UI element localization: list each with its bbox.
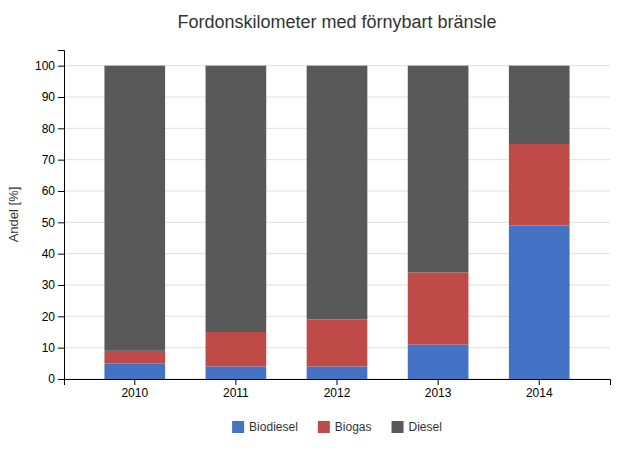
tick: 30 bbox=[42, 278, 64, 292]
tick: 70 bbox=[42, 153, 64, 167]
axis-line bbox=[65, 380, 611, 386]
bar bbox=[509, 66, 570, 144]
axis-line bbox=[58, 51, 65, 380]
x-axis: 2010 2011 2012 2013 2014 bbox=[65, 379, 611, 400]
tick-label: 0 bbox=[48, 372, 55, 386]
legend-item: Biogas bbox=[318, 420, 372, 434]
title: Fordonskilometer med förnybart bränsle bbox=[177, 12, 496, 32]
tick-mark bbox=[539, 379, 540, 385]
bar bbox=[408, 345, 469, 379]
bar bbox=[307, 366, 368, 379]
legend-label: Diesel bbox=[409, 420, 442, 434]
tick: 2011 bbox=[223, 379, 249, 400]
tick: 2013 bbox=[425, 379, 452, 400]
tick-mark bbox=[438, 379, 439, 385]
tick-mark bbox=[58, 191, 64, 192]
tick: 90 bbox=[42, 90, 64, 104]
legend: Biodiesel Biogas Diesel bbox=[232, 420, 442, 434]
y-axis: 0 10 20 30 40 50 60 70 80 90 100 bbox=[35, 51, 65, 387]
tick-mark bbox=[58, 160, 64, 161]
tick-mark bbox=[58, 66, 64, 67]
bar bbox=[104, 363, 165, 379]
legend-label: Biogas bbox=[335, 420, 372, 434]
tick-mark bbox=[337, 379, 338, 385]
bar bbox=[408, 66, 469, 273]
tick-label: 90 bbox=[42, 90, 56, 104]
tick: 2012 bbox=[324, 379, 351, 400]
tick-label: 80 bbox=[42, 122, 56, 136]
plot: 2010 2011 2012 2013 2014 0 10 20 30 40 50 60 70 80 90 1… bbox=[35, 51, 611, 400]
tick-label: 50 bbox=[42, 216, 56, 230]
tick: 2010 bbox=[121, 379, 148, 400]
legend-item: Biodiesel bbox=[232, 420, 298, 434]
tick: 10 bbox=[42, 341, 64, 355]
tick-label: 40 bbox=[42, 247, 56, 261]
bar bbox=[206, 66, 267, 332]
tick-label: 2011 bbox=[223, 386, 249, 400]
tick-mark bbox=[58, 285, 64, 286]
tick-mark bbox=[58, 348, 64, 349]
bar bbox=[206, 332, 267, 366]
tick-mark bbox=[58, 379, 64, 380]
bar bbox=[509, 225, 570, 379]
tick-mark bbox=[58, 222, 64, 223]
legend-swatch bbox=[232, 421, 244, 433]
tick: 2014 bbox=[526, 379, 553, 400]
tick-label: 70 bbox=[42, 153, 56, 167]
tick-mark bbox=[134, 379, 135, 385]
series bbox=[104, 66, 569, 351]
tick: 80 bbox=[42, 122, 64, 136]
tick-mark bbox=[58, 128, 64, 129]
bar bbox=[408, 272, 469, 344]
bar bbox=[509, 144, 570, 225]
tick-mark bbox=[58, 316, 64, 317]
tick: 0 bbox=[48, 372, 64, 386]
tick-label: 20 bbox=[42, 310, 56, 324]
legend-swatch bbox=[318, 421, 330, 433]
tick-label: 10 bbox=[42, 341, 56, 355]
bars bbox=[104, 66, 569, 379]
chart: Fordonskilometer med förnybart bränsle 20… bbox=[0, 0, 634, 451]
bar bbox=[104, 66, 165, 351]
tick-label: 30 bbox=[42, 278, 56, 292]
tick-mark bbox=[235, 379, 236, 385]
tick-mark bbox=[58, 97, 64, 98]
tick-label: 2013 bbox=[425, 386, 452, 400]
tick: 100 bbox=[35, 59, 64, 73]
legend-item: Diesel bbox=[392, 420, 442, 434]
tick: 20 bbox=[42, 310, 64, 324]
axis-title: Andel [%] bbox=[6, 187, 21, 243]
tick-label: 2012 bbox=[324, 386, 351, 400]
legend-label: Biodiesel bbox=[249, 420, 298, 434]
bar bbox=[206, 366, 267, 379]
grid bbox=[64, 66, 610, 379]
bar bbox=[307, 319, 368, 366]
tick-label: 2014 bbox=[526, 386, 553, 400]
tick: 50 bbox=[42, 216, 64, 230]
bar bbox=[307, 66, 368, 320]
tick-label: 100 bbox=[35, 59, 55, 73]
bar bbox=[104, 351, 165, 364]
tick: 40 bbox=[42, 247, 64, 261]
legend-swatch bbox=[392, 421, 404, 433]
tick-mark bbox=[58, 254, 64, 255]
tick-label: 60 bbox=[42, 184, 56, 198]
tick-label: 2010 bbox=[121, 386, 148, 400]
tick: 60 bbox=[42, 184, 64, 198]
